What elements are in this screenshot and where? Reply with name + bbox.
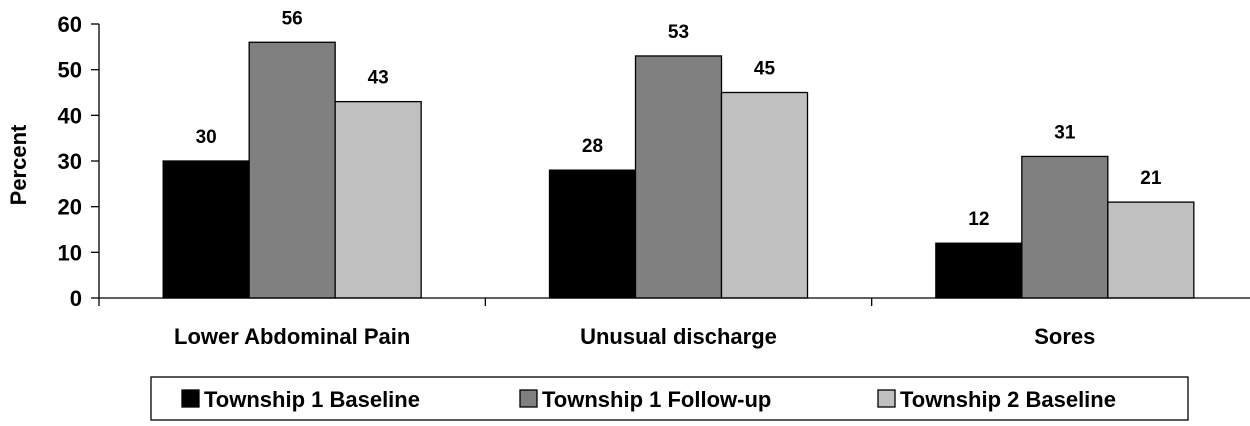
bar-township-1-follow-up-lower-abdominal-pain — [248, 41, 336, 299]
data-label-township-1-follow-up-sores: 31 — [1054, 122, 1076, 143]
y-tick-label-30: 30 — [58, 149, 82, 174]
x-tick-label-lower-abdominal-pain: Lower Abdominal Pain — [174, 324, 410, 349]
data-label-township-1-follow-up-unusual-discharge: 53 — [668, 22, 689, 43]
bar-township-1-follow-up-unusual-discharge — [634, 55, 723, 299]
legend: Township 1 Baseline Township 1 Follow-up T… — [150, 376, 1189, 421]
legend-box — [150, 376, 1189, 421]
legend-swatch-township-2-baseline — [877, 389, 896, 408]
bar-township-1-follow-up-sores — [1021, 155, 1109, 299]
data-label-township-1-baseline-lower-abdominal-pain: 30 — [196, 127, 217, 148]
legend-swatch-township-1-baseline — [181, 389, 200, 408]
y-tick-label-20: 20 — [58, 195, 82, 220]
data-label-township-1-baseline-unusual-discharge: 28 — [582, 136, 603, 157]
legend-label-township-1-baseline: Township 1 Baseline — [204, 387, 420, 412]
data-label-township-2-baseline-sores: 21 — [1140, 168, 1162, 189]
bar-township-2-baseline-unusual-discharge — [720, 91, 809, 299]
legend-label-township-1-follow-up: Township 1 Follow-up — [542, 387, 771, 412]
x-tick-label-unusual-discharge: Unusual discharge — [580, 324, 777, 349]
data-label-township-2-baseline-lower-abdominal-pain: 43 — [368, 68, 389, 89]
x-tick-label-sores: Sores — [1034, 324, 1095, 349]
data-label-township-1-baseline-sores: 12 — [968, 209, 989, 230]
bar-township-2-baseline-lower-abdominal-pain — [334, 100, 422, 299]
y-tick-label-0: 0 — [70, 286, 82, 311]
bar-township-2-baseline-sores — [1107, 201, 1195, 299]
bar-township-1-baseline-lower-abdominal-pain — [162, 160, 250, 299]
data-label-township-1-follow-up-lower-abdominal-pain: 56 — [282, 8, 303, 29]
y-axis-label: Percent — [6, 124, 31, 205]
y-tick-label-60: 60 — [58, 12, 82, 37]
bar-township-1-baseline-sores — [935, 242, 1023, 299]
legend-label-township-2-baseline: Township 2 Baseline — [900, 387, 1116, 412]
legend-swatch-township-1-follow-up — [519, 389, 538, 408]
y-tick-label-10: 10 — [58, 240, 82, 265]
bar-township-1-baseline-unusual-discharge — [548, 169, 637, 299]
bars-layer: 30 56 43 28 53 45 12 31 21 — [162, 8, 1195, 299]
y-tick-label-50: 50 — [58, 58, 82, 83]
data-label-township-2-baseline-unusual-discharge: 45 — [754, 59, 776, 80]
y-tick-label-40: 40 — [58, 103, 82, 128]
axes-layer: 0 10 20 30 40 50 60 Lower Abdominal Pain Unusual… — [58, 12, 1250, 349]
